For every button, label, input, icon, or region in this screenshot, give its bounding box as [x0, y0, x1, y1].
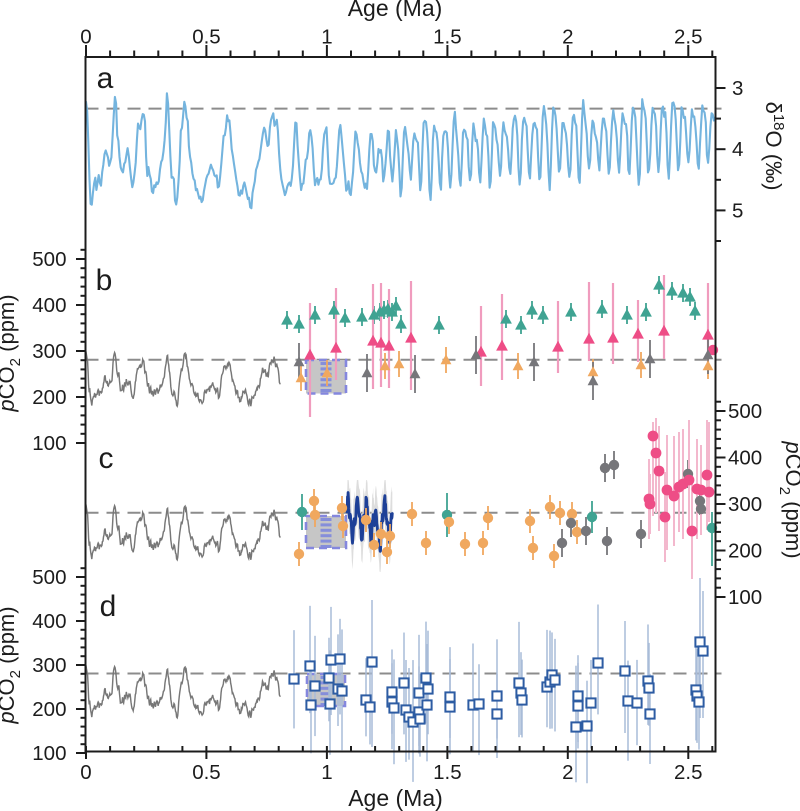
svg-text:5: 5 [732, 199, 743, 222]
svg-text:1: 1 [321, 26, 332, 49]
svg-text:0: 0 [80, 761, 91, 784]
svg-text:2.5: 2.5 [674, 761, 703, 784]
svg-text:2: 2 [562, 761, 573, 784]
svg-text:2.5: 2.5 [674, 26, 703, 49]
svg-text:b: b [96, 264, 113, 297]
svg-text:200: 200 [728, 540, 762, 563]
svg-text:0.5: 0.5 [192, 26, 221, 49]
svg-text:100: 100 [32, 742, 66, 765]
svg-text:400: 400 [728, 447, 762, 470]
svg-text:4: 4 [732, 138, 743, 161]
svg-text:500: 500 [32, 566, 66, 589]
svg-text:3: 3 [732, 77, 743, 100]
svg-text:d: d [100, 590, 117, 623]
svg-text:c: c [99, 442, 114, 475]
svg-text:0.5: 0.5 [192, 761, 221, 784]
svg-text:300: 300 [728, 493, 762, 516]
svg-text:200: 200 [32, 386, 66, 409]
svg-text:Age (Ma): Age (Ma) [348, 0, 443, 21]
svg-text:Age (Ma): Age (Ma) [348, 785, 443, 811]
svg-text:2: 2 [562, 26, 573, 49]
svg-text:500: 500 [32, 248, 66, 271]
svg-text:400: 400 [32, 294, 66, 317]
svg-text:300: 300 [32, 340, 66, 363]
svg-text:a: a [97, 62, 114, 95]
svg-text:1.5: 1.5 [433, 26, 462, 49]
svg-text:500: 500 [728, 400, 762, 423]
svg-text:0: 0 [80, 26, 91, 49]
svg-text:400: 400 [32, 610, 66, 633]
svg-text:1.5: 1.5 [433, 761, 462, 784]
svg-text:200: 200 [32, 698, 66, 721]
svg-text:300: 300 [32, 654, 66, 677]
svg-text:1: 1 [321, 761, 332, 784]
svg-text:100: 100 [32, 432, 66, 455]
svg-text:δ18O (‰): δ18O (‰) [761, 102, 787, 191]
svg-text:100: 100 [728, 586, 762, 609]
